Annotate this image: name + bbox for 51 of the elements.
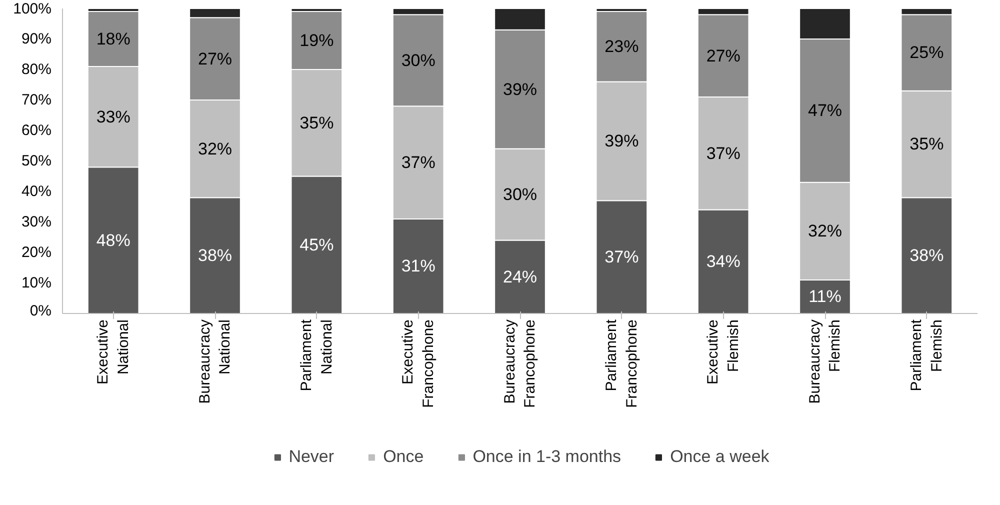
data-label: 48% — [96, 230, 130, 250]
data-label: 35% — [910, 134, 944, 154]
x-tick-label: Parliament National — [298, 318, 336, 392]
data-label: 47% — [808, 101, 842, 120]
x-tick-label: Executive Flemish — [704, 319, 742, 385]
data-label: 25% — [910, 43, 944, 62]
legend-label: Once in 1-3 months — [472, 447, 622, 467]
x-tick-label: Bureaucracy National — [196, 319, 234, 404]
x-tick-label: Parliament Francophone — [602, 318, 640, 408]
data-label: 24% — [502, 267, 538, 286]
data-label: 30% — [401, 50, 436, 70]
x-tick-label: Bureaucracy Flemish — [806, 319, 844, 404]
data-label: 31% — [401, 256, 436, 276]
y-tick-label: 60% — [21, 122, 52, 139]
data-label: 23% — [604, 37, 639, 56]
x-tick-label: Parliament Flemish — [908, 318, 946, 392]
y-tick-label: 30% — [21, 214, 52, 230]
data-label: 19% — [300, 31, 334, 50]
data-label: 27% — [706, 46, 740, 66]
y-tick-label: 90% — [21, 30, 52, 48]
x-tick-label: Executive Francophone — [400, 319, 438, 408]
legend-label: Once a week — [670, 447, 770, 467]
x-tick-label: Executive National — [94, 319, 132, 385]
legend-label: Never — [288, 447, 334, 467]
data-label: 33% — [96, 107, 130, 126]
data-label: 32% — [198, 139, 232, 158]
data-label: 38% — [910, 246, 944, 266]
y-tick-label: 10% — [21, 274, 52, 292]
y-tick-label: 50% — [21, 152, 52, 170]
data-label: 39% — [604, 132, 639, 151]
data-label: 37% — [706, 144, 740, 163]
y-tick-label: 0% — [30, 302, 52, 320]
data-label: 37% — [401, 153, 436, 172]
y-tick-label: 40% — [21, 183, 52, 200]
x-tick-label: Bureaucracy Francophone — [501, 319, 539, 408]
data-label: 27% — [198, 49, 232, 68]
data-label: 37% — [604, 248, 639, 267]
data-label: 11% — [808, 287, 842, 306]
y-tick-label: 70% — [21, 92, 52, 108]
legend-label: Once — [383, 447, 424, 467]
y-tick-label: 20% — [21, 244, 52, 261]
data-label: 35% — [300, 113, 334, 132]
y-tick-label: 100% — [13, 0, 52, 18]
data-label: 30% — [502, 185, 538, 204]
data-label: 39% — [502, 80, 538, 99]
data-label: 34% — [706, 252, 740, 272]
y-tick-label: 80% — [21, 61, 52, 78]
data-label: 38% — [198, 246, 232, 266]
data-label: 32% — [808, 222, 842, 241]
data-label: 45% — [300, 235, 334, 254]
data-label: 18% — [96, 30, 130, 48]
